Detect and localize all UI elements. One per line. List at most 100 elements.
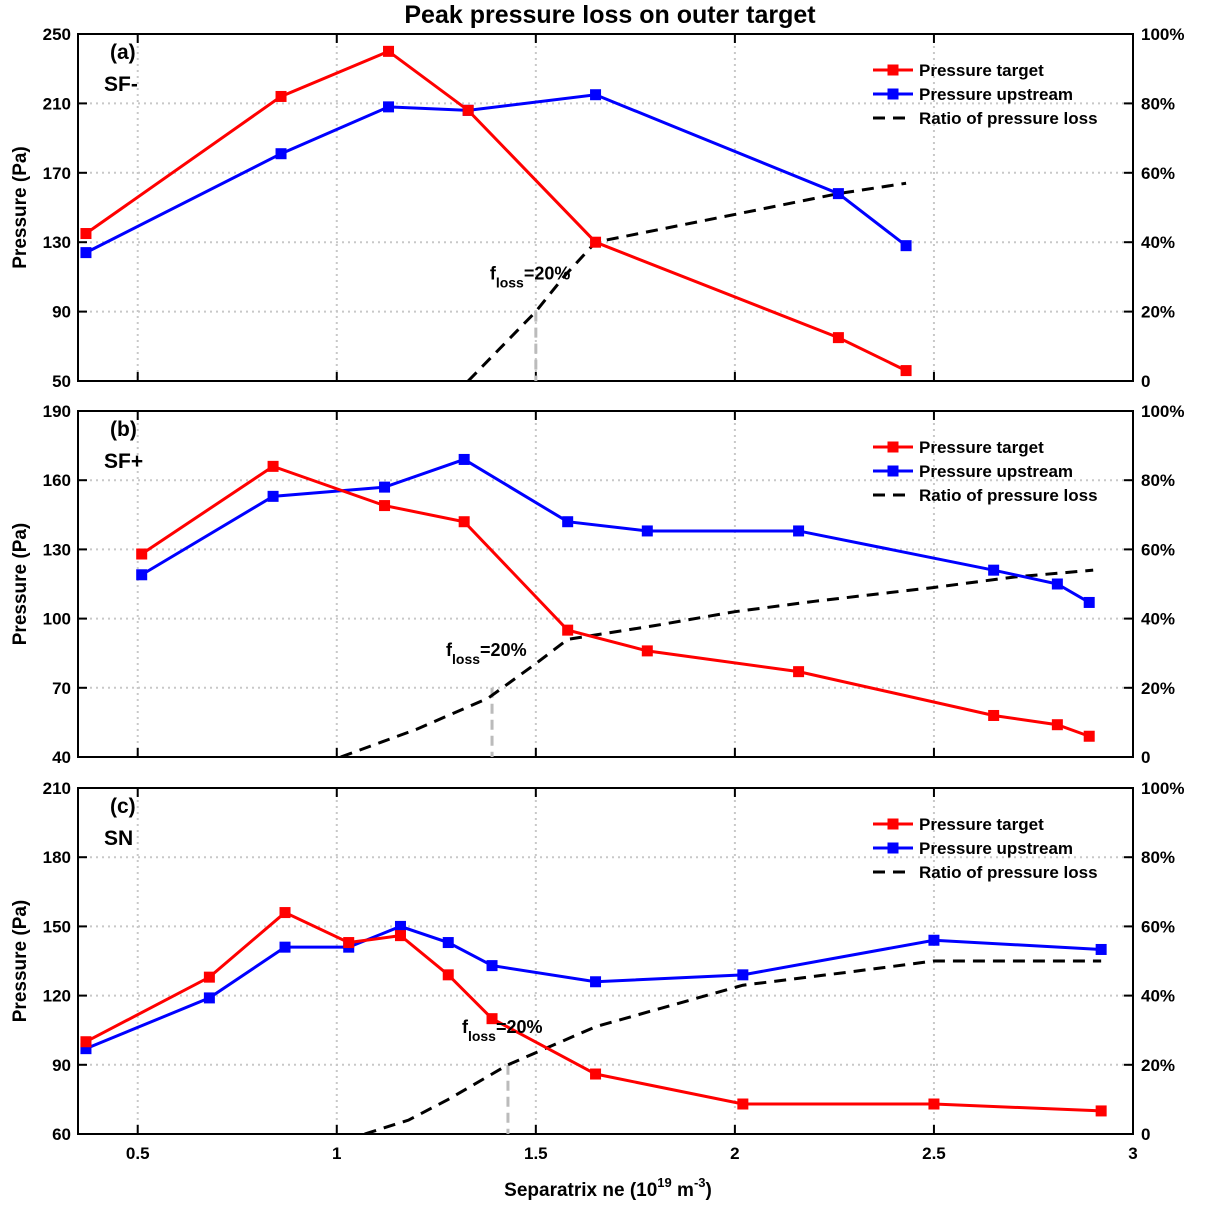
- plot-frame: [77, 33, 1134, 382]
- legend-target-label: Pressure target: [919, 438, 1044, 457]
- pressure-target-point: [462, 104, 474, 116]
- y-tick-label: 170: [43, 164, 71, 183]
- y2-tick-label: 80%: [1141, 848, 1175, 867]
- pressure-target-point: [394, 930, 406, 942]
- y-tick-label: 250: [43, 25, 71, 44]
- y-tick-label: 130: [43, 233, 71, 252]
- pressure-target-point: [900, 365, 912, 377]
- plot-frame: [77, 787, 1134, 1135]
- y-tick-label: 60: [52, 1125, 71, 1144]
- y-tick-label: 70: [52, 679, 71, 698]
- floss-annotation: floss=20%: [462, 1017, 543, 1044]
- y2-tick-label: 0: [1141, 372, 1150, 391]
- pressure-upstream-point: [486, 960, 498, 972]
- pressure-target-point: [641, 645, 653, 657]
- legend-upstream-marker: [887, 88, 899, 100]
- pressure-target-point: [1083, 730, 1095, 742]
- pressure-upstream-point: [1083, 596, 1095, 608]
- pressure-upstream-point: [988, 564, 1000, 576]
- pressure-upstream-point: [267, 490, 279, 502]
- pressure-upstream-line: [85, 93, 907, 254]
- legend-target-label: Pressure target: [919, 61, 1044, 80]
- legend-upstream-marker: [887, 842, 899, 854]
- x-tick-label: 1.5: [524, 1144, 548, 1163]
- pressure-upstream-point: [203, 992, 215, 1004]
- plot-area: [136, 453, 1095, 757]
- pressure-target-point: [590, 1068, 602, 1080]
- x-axis-label: Separatrix ne (1019 m-3): [504, 1175, 712, 1201]
- y-tick-label: 190: [43, 402, 71, 421]
- y-axis-label: Pressure (Pa): [10, 523, 31, 646]
- ratio-line: [340, 568, 1094, 757]
- y-tick-label: 40: [52, 748, 71, 767]
- pressure-target-point: [203, 971, 215, 983]
- panel-label: (b): [110, 418, 137, 441]
- pressure-target-point: [793, 666, 805, 678]
- pressure-upstream-point: [275, 148, 287, 160]
- legend-target-label: Pressure target: [919, 815, 1044, 834]
- y-tick-label: 180: [43, 848, 71, 867]
- y2-tick-label: 100%: [1141, 402, 1184, 421]
- panel-3: 60 90 120 150 180 210 0 20% 40% 60% 80% 100% 0.5 1 1.5…: [10, 779, 1184, 1163]
- pressure-upstream-point: [1095, 943, 1107, 955]
- pressure-upstream-point: [590, 976, 602, 988]
- y2-tick-label: 100%: [1141, 25, 1184, 44]
- pressure-target-point: [379, 500, 391, 512]
- pressure-upstream-point: [832, 188, 844, 200]
- pressure-target-point: [80, 1036, 92, 1048]
- pressure-upstream-line: [140, 457, 1090, 604]
- panel-2: 40 70 100 130 160 190 0 20% 40% 60% 80% 100% Pressur…: [10, 402, 1184, 767]
- pressure-target-point: [988, 709, 1000, 721]
- legend: Pressure target Pressure upstream Ratio of…: [873, 61, 1098, 128]
- pressure-target-point: [1051, 719, 1063, 731]
- pressure-target-point: [275, 90, 287, 102]
- pressure-target-point: [279, 907, 291, 919]
- legend-ratio-label: Ratio of pressure loss: [919, 109, 1098, 128]
- pressure-upstream-point: [641, 525, 653, 537]
- pressure-upstream-point: [383, 101, 395, 113]
- pressure-target-point: [562, 624, 574, 636]
- ratio-line: [364, 959, 1102, 1134]
- y2-tick-label: 0: [1141, 1125, 1150, 1144]
- pressure-upstream-point: [80, 1043, 92, 1055]
- x-tick-label: 2.5: [922, 1144, 946, 1163]
- y2-tick-label: 20%: [1141, 303, 1175, 322]
- pressure-target-point: [343, 937, 355, 949]
- pressure-upstream-line: [85, 924, 1102, 1051]
- panel-config-label: SF-: [104, 73, 138, 96]
- y2-tick-label: 40%: [1141, 987, 1175, 1006]
- pressure-target-point: [383, 45, 395, 57]
- y-axis-label: Pressure (Pa): [10, 900, 31, 1023]
- pressure-upstream-point: [442, 937, 454, 949]
- pressure-upstream-point: [928, 934, 940, 946]
- plot-frame: [77, 410, 1134, 758]
- pressure-target-point: [458, 516, 470, 528]
- y2-tick-label: 0: [1141, 748, 1150, 767]
- plot-area: [80, 907, 1107, 1134]
- pressure-target-point: [1095, 1105, 1107, 1117]
- pressure-upstream-point: [394, 920, 406, 932]
- legend: Pressure target Pressure upstream Ratio of…: [873, 815, 1098, 882]
- pressure-upstream-point: [737, 969, 749, 981]
- y-axis-label: Pressure (Pa): [10, 146, 31, 269]
- chart-title: Peak pressure loss on outer target: [404, 1, 816, 29]
- panel-label: (a): [110, 41, 136, 64]
- y2-tick-label: 20%: [1141, 1056, 1175, 1075]
- legend: Pressure target Pressure upstream Ratio of…: [873, 438, 1098, 505]
- y-tick-label: 90: [52, 1056, 71, 1075]
- panel-config-label: SF+: [104, 450, 143, 473]
- legend-upstream-label: Pressure upstream: [919, 839, 1073, 858]
- y2-tick-label: 60%: [1141, 164, 1175, 183]
- pressure-target-line: [85, 49, 907, 372]
- legend-upstream-label: Pressure upstream: [919, 462, 1073, 481]
- y2-tick-label: 60%: [1141, 540, 1175, 559]
- pressure-target-point: [136, 548, 148, 560]
- panel-label: (c): [110, 795, 136, 818]
- pressure-upstream-point: [80, 247, 92, 259]
- legend-upstream-marker: [887, 465, 899, 477]
- legend-target-marker: [887, 441, 899, 453]
- pressure-target-point: [737, 1098, 749, 1110]
- pressure-upstream-point: [279, 941, 291, 953]
- pressure-upstream-point: [900, 240, 912, 252]
- panel-1: 50 90 130 170 210 250 0 20% 40% 60% 80% 100% Pressur…: [10, 25, 1184, 391]
